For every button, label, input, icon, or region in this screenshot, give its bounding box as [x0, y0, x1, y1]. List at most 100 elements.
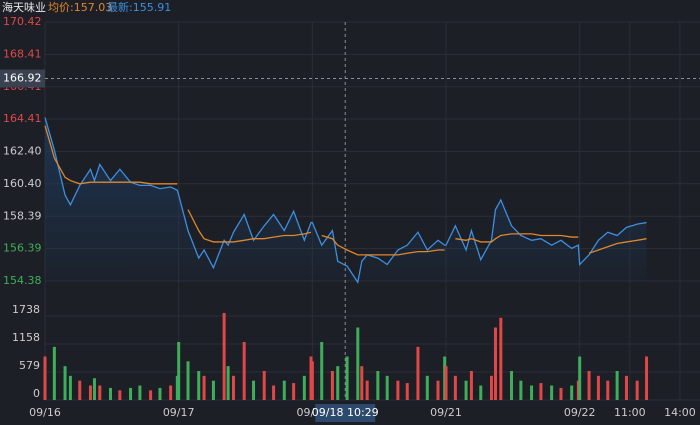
volume-bar: [336, 366, 340, 400]
volume-bar: [559, 387, 563, 400]
volume-bar: [197, 371, 201, 400]
volume-bar: [444, 366, 448, 400]
volume-bar: [78, 380, 82, 400]
avg-price: 均价:157.03: [48, 1, 112, 14]
volume-bar: [330, 371, 334, 400]
volume-bar: [493, 327, 497, 400]
volume-bar: [396, 380, 400, 400]
volume-bar: [158, 387, 162, 400]
volume-bar: [211, 380, 215, 400]
price-area: [45, 117, 647, 283]
y-tick-label: 1158: [12, 331, 40, 344]
volume-bar: [645, 356, 649, 400]
y-tick-label: 154.38: [3, 274, 42, 287]
series-line: [44, 125, 178, 185]
volume-bar: [149, 390, 153, 400]
y-tick-label: 579: [19, 359, 40, 372]
volume-bar: [587, 371, 591, 400]
volume-bar: [109, 387, 112, 400]
crosshair-x-box: [315, 404, 376, 422]
volume-bar: [436, 380, 440, 400]
volume-bar: [98, 385, 102, 400]
volume-bar: [570, 385, 574, 400]
volume-bar: [63, 366, 67, 400]
volume-bar: [464, 380, 468, 400]
volume-bar: [310, 361, 314, 400]
x-tick-label: 14:00: [664, 406, 696, 419]
volume-bar: [52, 346, 56, 400]
volume-bar: [416, 346, 420, 400]
y-tick-label: 162.40: [3, 145, 42, 158]
series-line: [455, 233, 579, 243]
x-tick-label: 09/22: [564, 406, 596, 419]
crosshair-x-label: 09/18 10:29: [312, 406, 379, 419]
volume-bar: [530, 385, 534, 400]
volume-bar: [365, 380, 369, 400]
volume-bar: [624, 375, 628, 400]
volume-bar: [43, 356, 47, 400]
volume-bar: [186, 361, 190, 400]
volume-bar: [282, 380, 286, 400]
volume-bar: [231, 375, 235, 400]
volume-bar: [202, 375, 206, 400]
crosshair-y-label: 166.92: [3, 72, 42, 85]
volume-bar: [510, 371, 514, 400]
x-tick-label: 09/16: [29, 406, 61, 419]
x-tick-label: 09/17: [163, 406, 195, 419]
volume-bar: [222, 313, 226, 400]
y-tick-label: 164.41: [3, 112, 42, 125]
crosshair-y-box: [0, 69, 45, 88]
volume-bar: [345, 356, 349, 400]
volume-bar: [578, 356, 582, 400]
x-tick-label: 11:00: [614, 406, 646, 419]
volume-bar: [615, 371, 619, 400]
volume-bar: [596, 375, 600, 400]
volume-bar: [242, 342, 246, 400]
volume-bar: [606, 380, 610, 400]
volume-bar: [320, 342, 324, 400]
y-tick-label: 158.39: [3, 209, 42, 222]
y-tick-label: 170.42: [3, 15, 42, 28]
volume-bar: [550, 385, 554, 400]
volume-bar: [226, 366, 230, 400]
y-tick-label: 156.39: [3, 242, 42, 255]
volume-bar: [489, 375, 493, 400]
volume-bar: [360, 366, 364, 400]
volume-bar: [262, 371, 266, 400]
volume-bar: [292, 383, 296, 400]
volume-bar: [272, 385, 276, 400]
last-price: 最新:155.91: [107, 0, 171, 14]
volume-bar: [118, 390, 122, 400]
volume-bar: [385, 375, 389, 400]
volume-bar: [479, 385, 483, 400]
volume-bar: [405, 383, 409, 400]
volume-bar: [88, 385, 92, 400]
series-line: [187, 209, 312, 243]
volume-bar: [469, 371, 473, 400]
volume-bar: [169, 385, 173, 400]
volume-bar: [519, 380, 523, 400]
volume-bar: [252, 380, 256, 400]
series-line: [321, 234, 445, 256]
series-line: [44, 117, 647, 284]
volume-bar: [129, 387, 133, 400]
volume-bar: [356, 327, 360, 400]
y-tick-label: 1738: [12, 303, 40, 316]
volume-bar: [68, 375, 72, 400]
volume-bar: [635, 380, 639, 400]
volume-bar: [177, 342, 181, 400]
y-tick-label: 0: [33, 387, 40, 400]
volume-bar: [92, 378, 96, 400]
y-tick-label: 168.41: [3, 47, 42, 60]
volume-bar: [539, 383, 543, 400]
x-tick-label: 09/21: [430, 406, 462, 419]
volume-bar: [138, 385, 142, 400]
volume-bar: [425, 375, 429, 400]
volume-bar: [302, 375, 306, 400]
y-tick-label: 160.40: [3, 177, 42, 190]
volume-bar: [499, 317, 503, 400]
volume-bar: [376, 371, 380, 400]
stock-name: 海天味业: [2, 0, 46, 14]
volume-bar: [453, 375, 457, 400]
